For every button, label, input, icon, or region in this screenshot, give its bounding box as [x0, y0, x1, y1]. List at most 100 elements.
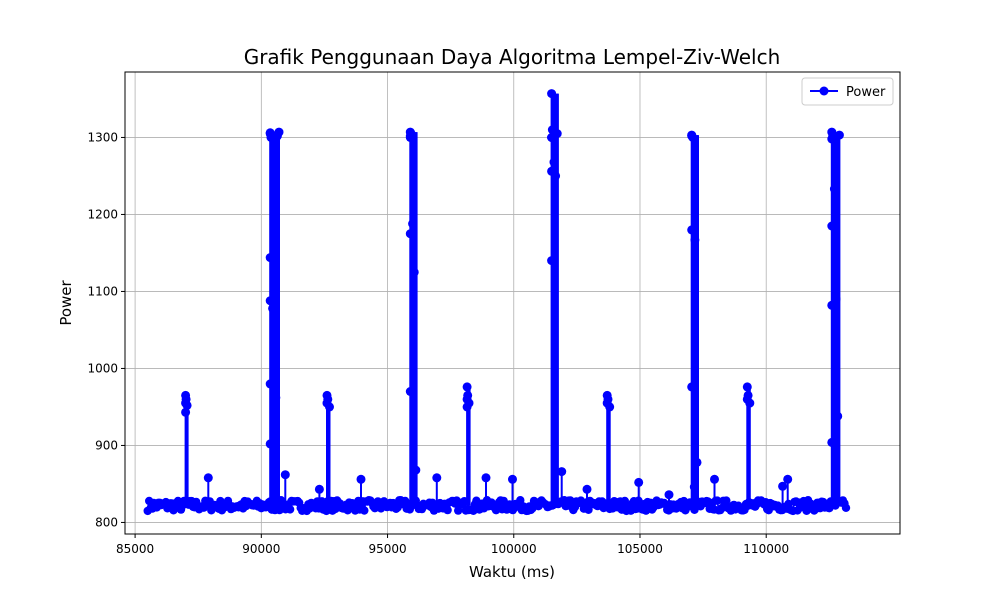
- spike-bar: [747, 386, 750, 506]
- x-axis-label: Waktu (ms): [469, 563, 555, 581]
- spike-bar: [467, 386, 470, 506]
- spike-bar: [691, 135, 698, 506]
- spike-bar: [551, 93, 558, 506]
- spike-point: [827, 437, 837, 447]
- spike-point: [551, 171, 561, 181]
- x-tick-label: 85000: [116, 542, 154, 556]
- grid-lines: [125, 72, 900, 534]
- peak-point: [481, 473, 491, 483]
- spike-point: [829, 184, 839, 194]
- y-tick-label: 1000: [87, 361, 118, 375]
- spike-point: [182, 400, 192, 410]
- spike-point: [405, 387, 415, 396]
- peak-point: [710, 474, 719, 484]
- peak-point: [356, 474, 366, 484]
- legend: Power: [801, 77, 894, 106]
- spike-point: [405, 131, 415, 141]
- spike-point: [408, 219, 418, 229]
- x-tick-label: 100000: [491, 542, 537, 556]
- spike-point: [687, 382, 697, 392]
- peak-point: [664, 490, 674, 500]
- x-tick-label: 110000: [743, 542, 789, 556]
- data-point: [454, 506, 463, 515]
- y-tick-label: 900: [95, 438, 118, 452]
- plot-area: [125, 72, 900, 534]
- spike-point: [274, 127, 284, 137]
- spike-point: [547, 89, 557, 99]
- spike-point: [692, 457, 702, 467]
- data-point: [516, 496, 525, 505]
- peak-point: [432, 473, 442, 483]
- spike-point: [605, 402, 615, 412]
- spike-point: [265, 379, 275, 389]
- legend-marker-swatch: [819, 86, 829, 96]
- spike-point: [687, 131, 697, 141]
- spike-point: [834, 130, 844, 140]
- chart-title: Grafik Penggunaan Daya Algoritma Lempel-…: [244, 45, 781, 69]
- spike-bar: [831, 132, 840, 506]
- plot-frame: [124, 71, 901, 535]
- spike-point: [827, 134, 837, 144]
- spike-bar: [327, 395, 330, 506]
- spike-bar: [270, 132, 279, 506]
- axis-ticks: 85000 90000 95000 100000 105000 110000 800 900 1…: [87, 130, 789, 556]
- spike-point: [405, 229, 415, 239]
- spike-point: [547, 133, 557, 142]
- peak-point: [634, 477, 644, 487]
- peak-point: [508, 474, 517, 484]
- y-tick-label: 1200: [87, 207, 118, 221]
- spike-point: [827, 300, 837, 310]
- spike-point: [265, 253, 275, 263]
- spike-point: [462, 402, 472, 412]
- spike-bar: [607, 395, 610, 506]
- legend-label: Power: [846, 85, 886, 100]
- data-point: [584, 505, 593, 514]
- spike-point: [268, 303, 278, 313]
- data-point: [620, 496, 629, 506]
- peak-point: [314, 484, 324, 494]
- spike-point: [462, 382, 472, 392]
- spike-point: [265, 296, 275, 306]
- x-tick-label: 105000: [617, 542, 663, 556]
- data-point: [360, 506, 369, 515]
- spike-point: [265, 128, 275, 138]
- spike-point: [742, 382, 752, 392]
- peak-point: [689, 482, 699, 492]
- peak-point: [203, 473, 213, 483]
- data-point: [717, 503, 726, 513]
- spike-point: [411, 465, 421, 475]
- data-point: [722, 496, 731, 505]
- spike-bar: [410, 132, 417, 506]
- data-point: [285, 505, 295, 514]
- y-tick-label: 800: [95, 515, 118, 529]
- spike-point: [409, 267, 419, 277]
- spike-point: [265, 439, 275, 449]
- spike-point: [745, 398, 755, 408]
- y-axis-label: Power: [57, 279, 75, 325]
- x-tick-label: 90000: [242, 542, 280, 556]
- x-tick-label: 95000: [368, 542, 406, 556]
- data-point: [443, 505, 452, 515]
- peak-point: [778, 481, 788, 491]
- peak-point: [582, 484, 592, 494]
- data-point: [343, 506, 352, 515]
- y-tick-label: 1300: [87, 130, 118, 144]
- spike-point: [325, 402, 334, 412]
- spike-point: [549, 157, 559, 167]
- peak-point: [557, 467, 567, 477]
- spike-point: [833, 411, 843, 421]
- peak-point: [783, 474, 793, 484]
- spike-point: [687, 225, 697, 235]
- peak-point: [280, 470, 290, 480]
- legend-box: [801, 77, 894, 106]
- spike-point: [181, 407, 191, 417]
- data-point: [841, 503, 851, 512]
- spike-point: [271, 393, 281, 403]
- spike-point: [547, 256, 557, 266]
- spike-point: [690, 235, 700, 245]
- data-series: [143, 89, 851, 516]
- spike-point: [827, 221, 837, 231]
- data-point: [322, 506, 331, 516]
